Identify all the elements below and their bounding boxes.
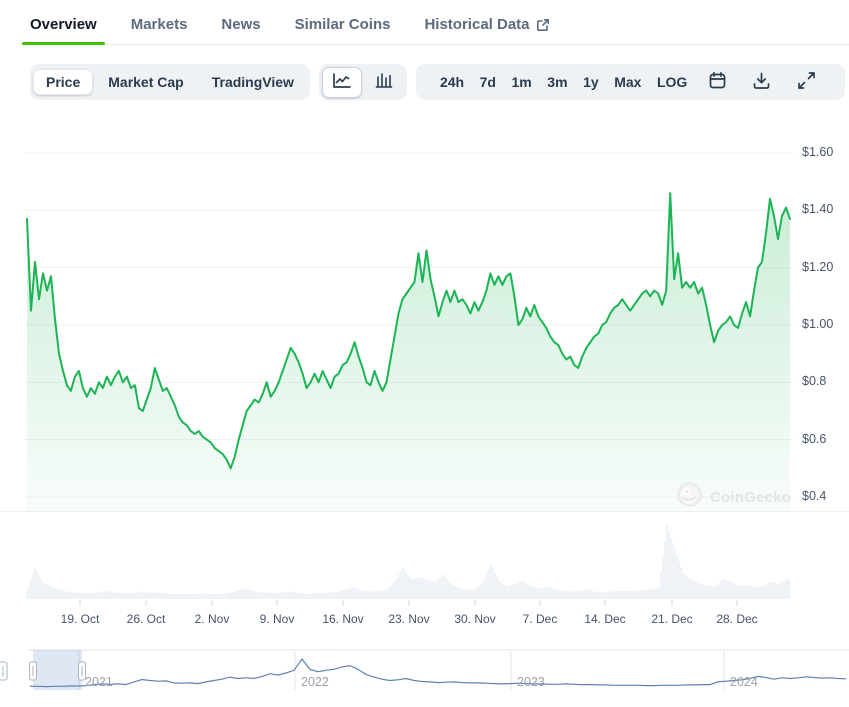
tab-similar-coins[interactable]: Similar Coins xyxy=(295,10,391,45)
navigator-year-label-0: 2021 xyxy=(85,675,113,689)
calendar-button[interactable] xyxy=(699,66,736,98)
x-axis-label-1: 26. Oct xyxy=(126,612,166,626)
y-axis-label-3: $1.00 xyxy=(802,317,834,331)
x-axis-label-8: 14. Dec xyxy=(584,612,626,626)
tradingview-button[interactable]: TradingView xyxy=(199,69,307,95)
tab-news[interactable]: News xyxy=(221,10,260,45)
tab-historical-data-label: Historical Data xyxy=(424,16,530,33)
x-axis-label-3: 9. Nov xyxy=(259,612,295,626)
x-axis-label-10: 28. Dec xyxy=(716,612,758,626)
tab-overview[interactable]: Overview xyxy=(22,10,105,45)
tab-news-label: News xyxy=(221,16,261,33)
candlestick-chart-type-button[interactable] xyxy=(364,67,404,98)
x-axis-ticks xyxy=(79,600,738,606)
tab-markets-label: Markets xyxy=(130,16,188,33)
tab-bar-divider xyxy=(30,44,849,45)
range-max-button[interactable]: Max xyxy=(610,69,645,95)
range-3m-button[interactable]: 3m xyxy=(543,69,571,95)
y-axis-label-5: $0.6 xyxy=(802,431,827,446)
range-group: 24h 7d 1m 3m 1y Max LOG xyxy=(415,64,845,100)
calendar-icon xyxy=(708,71,727,93)
tab-historical-data[interactable]: Historical Data xyxy=(424,10,549,45)
fullscreen-button[interactable] xyxy=(788,66,825,98)
market-cap-button[interactable]: Market Cap xyxy=(95,69,196,95)
tab-similar-coins-label: Similar Coins xyxy=(294,16,391,33)
download-button[interactable] xyxy=(743,66,780,98)
chart-type-group xyxy=(318,64,407,100)
external-link-icon xyxy=(536,18,550,32)
y-axis-label-1: $1.40 xyxy=(802,202,834,217)
x-axis-label-7: 7. Dec xyxy=(522,612,558,626)
download-icon xyxy=(752,71,771,93)
x-axis-label-4: 16. Nov xyxy=(322,612,364,626)
volume-bars xyxy=(26,525,790,599)
line-chart-type-button[interactable] xyxy=(321,66,362,98)
metric-toggle-group: Price Market Cap TradingView xyxy=(30,64,310,100)
navigator[interactable] xyxy=(0,649,849,690)
x-axis-label-5: 23. Nov xyxy=(388,612,430,626)
log-scale-button[interactable]: LOG xyxy=(653,69,691,95)
x-axis-label-6: 30. Nov xyxy=(454,612,496,626)
y-axis-label-6: $0.4 xyxy=(802,489,827,503)
navigator-line xyxy=(30,658,847,688)
candlestick-chart-icon xyxy=(373,72,395,93)
navigator-year-label-1: 2022 xyxy=(301,675,329,689)
range-1m-button[interactable]: 1m xyxy=(508,69,536,95)
price-button[interactable]: Price xyxy=(33,69,94,95)
active-tab-underline xyxy=(22,42,105,45)
x-axis-label-0: 19. Oct xyxy=(60,612,100,626)
line-chart-icon xyxy=(331,72,353,93)
range-7d-button[interactable]: 7d xyxy=(476,69,500,95)
tab-bar: Overview Markets News Similar Coins Hist… xyxy=(22,10,849,45)
navigator-selection[interactable] xyxy=(33,650,82,690)
range-1y-button[interactable]: 1y xyxy=(579,69,603,95)
tab-markets[interactable]: Markets xyxy=(131,10,188,45)
price-line xyxy=(26,192,791,470)
range-24h-button[interactable]: 24h xyxy=(436,69,468,95)
tab-overview-label: Overview xyxy=(30,16,97,33)
navigator-year-label-3: 2024 xyxy=(730,675,758,689)
y-axis-label-2: $1.20 xyxy=(802,259,834,274)
y-axis-label-4: $0.8 xyxy=(802,374,827,389)
chart-toolbar: Price Market Cap TradingView xyxy=(30,64,845,100)
x-axis-label-2: 2. Nov xyxy=(194,612,230,626)
navigator-year-label-2: 2023 xyxy=(517,675,545,689)
y-axis-label-0: $1.60 xyxy=(802,145,834,159)
expand-icon xyxy=(797,71,816,93)
x-axis-label-9: 21. Dec xyxy=(651,612,693,626)
price-area xyxy=(27,193,790,512)
